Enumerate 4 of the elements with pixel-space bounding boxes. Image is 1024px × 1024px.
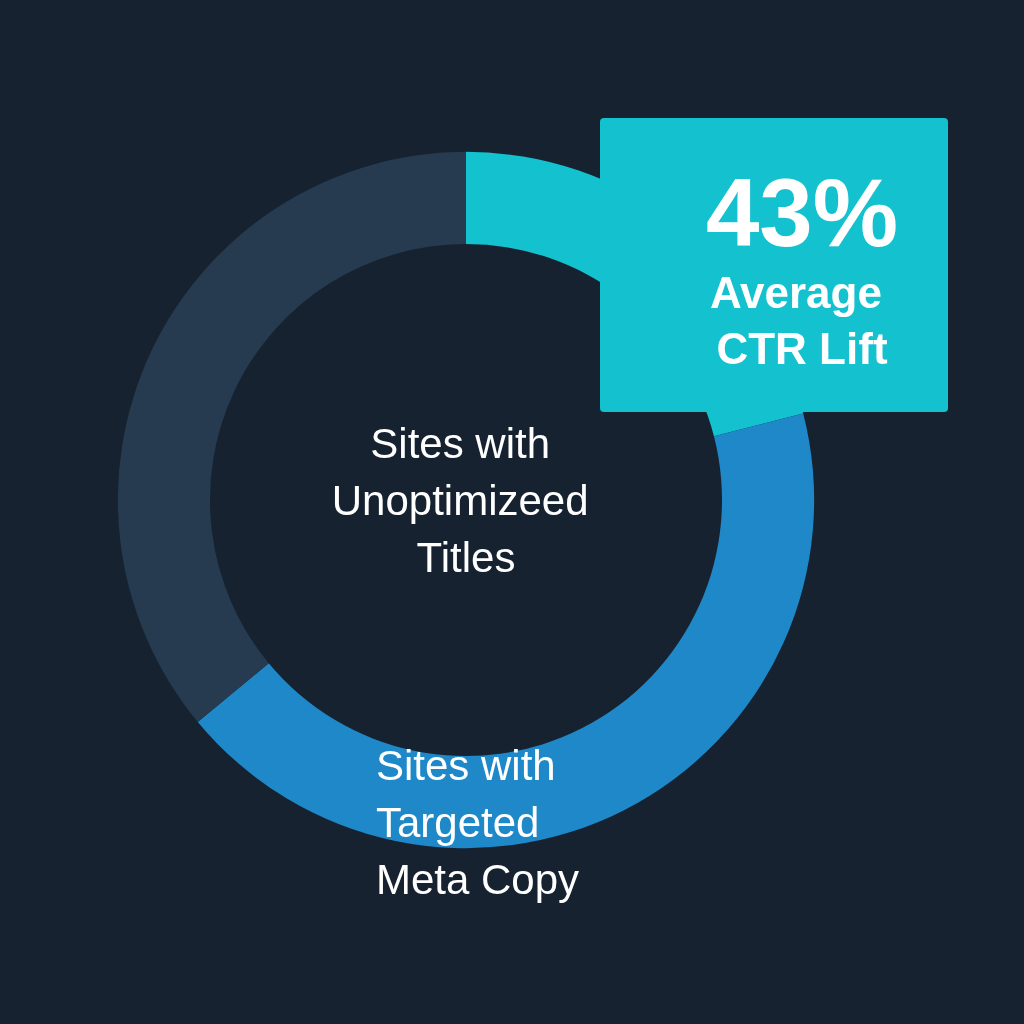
slice-label: Sites with Unoptimizeed Titles xyxy=(331,419,601,581)
text: 43% xyxy=(705,158,899,266)
text: Average CTR Lift xyxy=(709,267,895,373)
slice-label: Sites with Targeted Meta Copy xyxy=(376,741,580,903)
